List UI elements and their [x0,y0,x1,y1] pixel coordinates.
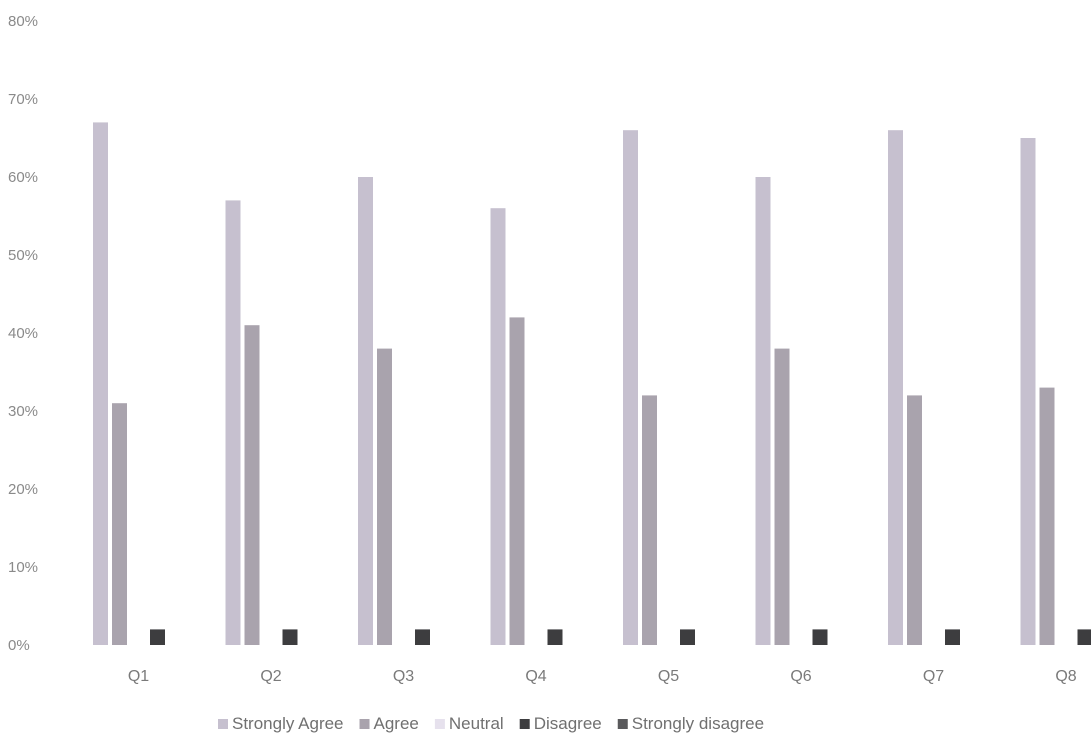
bar-strongly-agree-q1 [93,122,108,645]
bar-strongly-agree-q4 [490,208,506,645]
bar-disagree-q7 [945,629,960,645]
bar-agree-q5 [642,395,657,645]
bar-agree-q1 [112,403,127,645]
y-tick-label: 10% [8,559,38,576]
legend: Strongly Agree Agree Neutral Disagree Strong… [218,714,764,733]
bar-disagree-q2 [282,629,298,645]
bar-disagree-q3 [415,629,430,645]
bar-agree-q3 [377,348,392,645]
x-tick-label: Q5 [658,668,679,685]
legend-label: Disagree [534,714,602,733]
bars [93,122,1091,645]
x-tick-label: Q4 [525,668,546,685]
legend-label: Strongly disagree [632,714,764,733]
bar-strongly-agree-q6 [755,177,771,645]
legend-swatch-strongly-agree [218,719,228,729]
bar-agree-q8 [1039,387,1055,645]
x-tick-label: Q8 [1055,668,1076,685]
y-tick-label: 50% [8,247,38,264]
x-tick-label: Q7 [923,668,944,685]
y-tick-label: 40% [8,325,38,342]
bar-disagree-q8 [1077,629,1091,645]
y-tick-label: 30% [8,403,38,420]
bar-agree-q7 [907,395,922,645]
x-tick-label: Q2 [260,668,281,685]
bar-agree-q2 [244,325,260,645]
y-tick-label: 70% [8,91,38,108]
legend-label: Agree [374,714,419,733]
bar-disagree-q5 [680,629,695,645]
legend-label: Neutral [449,714,504,733]
bar-strongly-agree-q7 [888,130,903,645]
bar-strongly-agree-q2 [225,200,241,645]
x-tick-label: Q1 [128,668,149,685]
bar-agree-q6 [774,348,790,645]
y-tick-label: 20% [8,481,38,498]
bar-strongly-agree-q8 [1020,138,1036,645]
bar-strongly-agree-q3 [358,177,373,645]
legend-swatch-strongly-disagree [617,719,628,729]
y-tick-label: 0% [8,637,30,654]
y-tick-label: 60% [8,169,38,186]
legend-swatch-agree [359,719,370,729]
legend-label: Strongly Agree [232,714,344,733]
bar-agree-q4 [509,317,525,645]
legend-swatch-disagree [519,719,530,729]
x-tick-label: Q6 [790,668,811,685]
legend-swatch-neutral [434,719,445,729]
bar-disagree-q4 [547,629,563,645]
bar-strongly-agree-q5 [623,130,638,645]
bar-disagree-q1 [150,629,165,645]
x-tick-label: Q3 [393,668,414,685]
y-tick-label: 80% [8,13,38,30]
x-axis: Q1 Q2 Q3 Q4 Q5 Q6 Q7 Q8 [128,668,1077,685]
bar-disagree-q6 [812,629,828,645]
y-axis: 0% 10% 20% 30% 40% 50% 60% 70% 80% [8,13,38,654]
